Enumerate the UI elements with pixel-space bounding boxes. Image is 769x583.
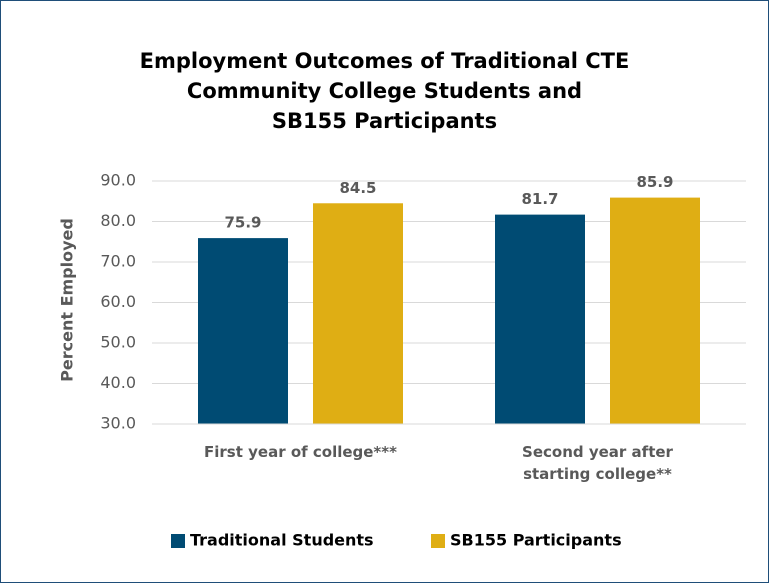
legend-label: SB155 Participants <box>450 531 622 550</box>
x-tick-label: Second year after starting college** <box>522 443 673 483</box>
y-tick-label: 80.0 <box>100 211 136 230</box>
legend-label: Traditional Students <box>190 531 374 550</box>
y-tick-label: 40.0 <box>100 373 136 392</box>
x-tick-label: First year of college*** <box>204 443 397 461</box>
bar <box>610 197 700 424</box>
y-tick-label: 30.0 <box>100 414 136 433</box>
value-label: 84.5 <box>339 179 376 197</box>
y-tick-label: 70.0 <box>100 252 136 271</box>
value-label: 75.9 <box>224 214 261 232</box>
value-label: 81.7 <box>521 190 558 208</box>
legend-swatch <box>171 534 185 548</box>
value-label: 85.9 <box>636 173 673 191</box>
bar <box>495 214 585 424</box>
y-tick-label: 50.0 <box>100 333 136 352</box>
y-tick-label: 60.0 <box>100 292 136 311</box>
y-tick-label: 90.0 <box>100 171 136 190</box>
legend-swatch <box>431 534 445 548</box>
bar <box>198 238 288 424</box>
chart-title: Employment Outcomes of Traditional CTE C… <box>139 49 630 133</box>
y-axis-label: Percent Employed <box>58 218 77 382</box>
bar <box>313 203 403 424</box>
